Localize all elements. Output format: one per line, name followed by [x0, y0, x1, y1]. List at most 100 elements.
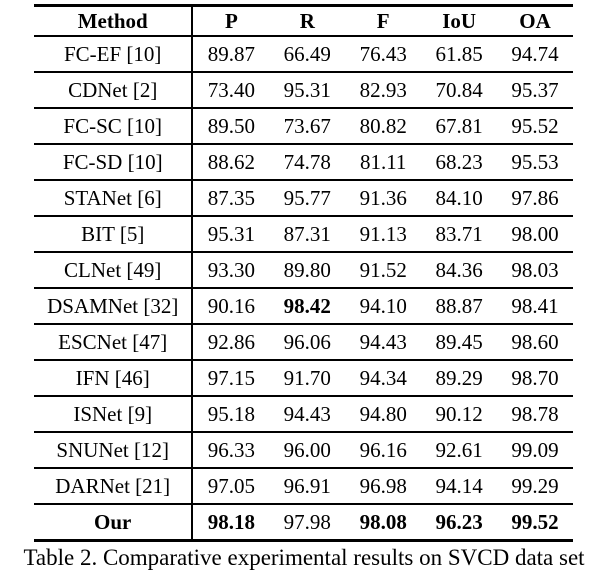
- value-cell: 87.35: [191, 181, 269, 215]
- value-cell: 94.74: [511, 41, 559, 66]
- method-cell: STANet [6]: [63, 185, 162, 210]
- method-cell: FC-EF [10]: [64, 41, 162, 66]
- value-cell: 84.10: [435, 185, 483, 210]
- value-cell: 92.86: [191, 325, 269, 359]
- value-cell: 87.31: [283, 221, 331, 246]
- method-cell: ISNet [9]: [73, 401, 153, 426]
- value-cell: 74.78: [283, 149, 331, 174]
- value-cell-best: 98.42: [283, 293, 331, 318]
- value-cell: 99.09: [511, 437, 559, 462]
- table-row: DARNet [21] 97.05 96.91 96.98 94.14 99.2…: [34, 469, 573, 505]
- value-cell: 96.33: [191, 433, 269, 467]
- value-cell: 73.67: [283, 113, 331, 138]
- value-cell: 76.43: [359, 41, 407, 66]
- value-cell: 83.71: [435, 221, 483, 246]
- value-cell: 97.15: [191, 361, 269, 395]
- value-cell: 99.29: [511, 473, 559, 498]
- value-cell: 98.00: [511, 221, 559, 246]
- value-cell: 97.05: [191, 469, 269, 503]
- value-cell: 89.29: [435, 365, 483, 390]
- value-cell-best: 99.52: [511, 509, 559, 534]
- value-cell: 95.18: [191, 397, 269, 431]
- value-cell: 81.11: [359, 149, 407, 174]
- value-cell: 80.82: [359, 113, 407, 138]
- method-cell: BIT [5]: [81, 221, 145, 246]
- value-cell: 97.98: [283, 509, 331, 534]
- value-cell: 94.43: [283, 401, 331, 426]
- col-header-r: R: [299, 8, 315, 33]
- value-cell: 73.40: [191, 73, 269, 107]
- value-cell: 96.91: [283, 473, 331, 498]
- value-cell: 92.61: [435, 437, 483, 462]
- value-cell: 91.52: [359, 257, 407, 282]
- method-cell: CLNet [49]: [64, 257, 162, 282]
- value-cell-best: 98.18: [191, 505, 269, 539]
- value-cell: 98.78: [511, 401, 559, 426]
- table-row: DSAMNet [32] 90.16 98.42 94.10 88.87 98.…: [34, 289, 573, 325]
- col-header-p: P: [191, 7, 269, 35]
- value-cell-best: 98.08: [359, 509, 407, 534]
- table-row: SNUNet [12] 96.33 96.00 96.16 92.61 99.0…: [34, 433, 573, 469]
- value-cell: 89.80: [283, 257, 331, 282]
- value-cell: 84.36: [435, 257, 483, 282]
- table-header-row: Method P R F IoU OA: [34, 7, 573, 37]
- method-cell: CDNet [2]: [68, 77, 158, 102]
- value-cell: 96.06: [283, 329, 331, 354]
- value-cell: 95.53: [511, 149, 559, 174]
- table-row: FC-EF [10] 89.87 66.49 76.43 61.85 94.74: [34, 37, 573, 73]
- value-cell: 93.30: [191, 253, 269, 287]
- table-row: BIT [5] 95.31 87.31 91.13 83.71 98.00: [34, 217, 573, 253]
- value-cell: 95.52: [511, 113, 559, 138]
- value-cell: 89.50: [191, 109, 269, 143]
- table-row: CDNet [2] 73.40 95.31 82.93 70.84 95.37: [34, 73, 573, 109]
- value-cell: 91.13: [359, 221, 407, 246]
- value-cell: 66.49: [283, 41, 331, 66]
- value-cell: 82.93: [359, 77, 407, 102]
- value-cell: 95.37: [511, 77, 559, 102]
- value-cell: 98.70: [511, 365, 559, 390]
- value-cell: 90.16: [191, 289, 269, 323]
- col-header-method: Method: [77, 8, 148, 33]
- method-cell: IFN [46]: [75, 365, 150, 390]
- value-cell: 95.31: [191, 217, 269, 251]
- table-row: IFN [46] 97.15 91.70 94.34 89.29 98.70: [34, 361, 573, 397]
- col-header-oa: OA: [519, 8, 551, 33]
- value-cell-best: 96.23: [435, 509, 483, 534]
- method-cell: Our: [94, 509, 132, 534]
- value-cell: 95.31: [283, 77, 331, 102]
- col-header-f: F: [376, 8, 390, 33]
- value-cell: 97.86: [511, 185, 559, 210]
- value-cell: 88.87: [435, 293, 483, 318]
- value-cell: 96.16: [359, 437, 407, 462]
- value-cell: 94.43: [359, 329, 407, 354]
- value-cell: 96.98: [359, 473, 407, 498]
- value-cell: 98.60: [511, 329, 559, 354]
- table-row: FC-SD [10] 88.62 74.78 81.11 68.23 95.53: [34, 145, 573, 181]
- value-cell: 88.62: [191, 145, 269, 179]
- value-cell: 91.70: [283, 365, 331, 390]
- method-cell: ESCNet [47]: [58, 329, 168, 354]
- table-row-our: Our 98.18 97.98 98.08 96.23 99.52: [34, 505, 573, 539]
- value-cell: 94.80: [359, 401, 407, 426]
- value-cell: 68.23: [435, 149, 483, 174]
- results-table: Method P R F IoU OA FC-EF [10] 89.87 66.…: [34, 4, 573, 542]
- value-cell: 67.81: [435, 113, 483, 138]
- value-cell: 89.87: [191, 37, 269, 71]
- value-cell: 94.10: [359, 293, 407, 318]
- table-row: ISNet [9] 95.18 94.43 94.80 90.12 98.78: [34, 397, 573, 433]
- table-row: CLNet [49] 93.30 89.80 91.52 84.36 98.03: [34, 253, 573, 289]
- value-cell: 90.12: [435, 401, 483, 426]
- value-cell: 96.00: [283, 437, 331, 462]
- value-cell: 98.03: [511, 257, 559, 282]
- method-cell: FC-SD [10]: [62, 149, 163, 174]
- table-row: ESCNet [47] 92.86 96.06 94.43 89.45 98.6…: [34, 325, 573, 361]
- method-cell: FC-SC [10]: [63, 113, 163, 138]
- value-cell: 95.77: [283, 185, 331, 210]
- method-cell: SNUNet [12]: [56, 437, 169, 462]
- table-row: STANet [6] 87.35 95.77 91.36 84.10 97.86: [34, 181, 573, 217]
- col-header-iou: IoU: [442, 8, 477, 33]
- value-cell: 94.34: [359, 365, 407, 390]
- value-cell: 61.85: [435, 41, 483, 66]
- value-cell: 70.84: [435, 77, 483, 102]
